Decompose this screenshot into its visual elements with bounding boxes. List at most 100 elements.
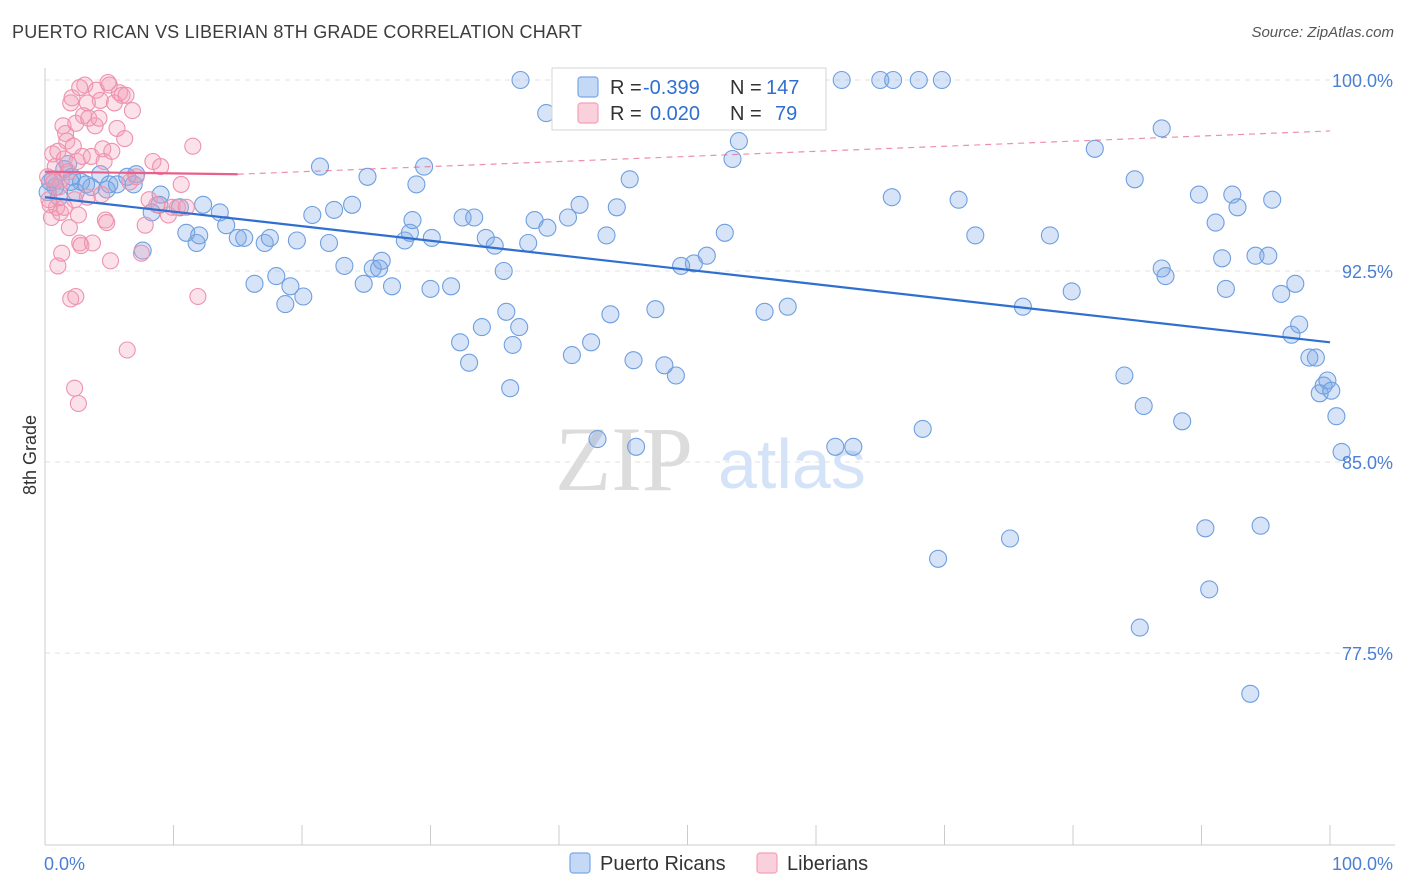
- point-puerto-ricans-109: [1272, 284, 1291, 303]
- point-liberians-70: [66, 379, 84, 397]
- point-liberians-47: [113, 86, 131, 104]
- point-puerto-ricans-60: [570, 195, 589, 214]
- point-puerto-ricans-117: [1318, 371, 1337, 390]
- point-liberians-35: [91, 91, 109, 109]
- point-puerto-ricans-79: [913, 419, 932, 438]
- point-puerto-ricans-34: [343, 195, 362, 214]
- y-tick-labels: 100.0% 92.5% 85.0% 77.5%: [1332, 71, 1393, 664]
- point-liberians-34: [90, 109, 108, 127]
- point-puerto-ricans-148: [382, 277, 402, 296]
- legend-n-value-2: 79: [775, 103, 797, 125]
- point-liberians-78: [71, 79, 89, 97]
- legend-r-label-1: R =: [610, 77, 642, 99]
- point-puerto-ricans-155: [672, 256, 691, 275]
- point-puerto-ricans-78: [882, 188, 901, 207]
- legend-swatch-puerto-ricans: [577, 76, 599, 98]
- point-puerto-ricans-154: [627, 437, 646, 456]
- bottom-swatch-liberians: [756, 852, 778, 874]
- legend-r-value-2: 0.020: [650, 103, 700, 125]
- series-puerto-ricans: [38, 70, 1351, 703]
- y-tick-label-1: 92.5%: [1342, 262, 1393, 282]
- source-label: Source: ZipAtlas.com: [1251, 24, 1394, 41]
- point-puerto-ricans-75: [778, 297, 797, 316]
- legend-r-value-1: -0.399: [643, 77, 700, 99]
- point-puerto-ricans-98: [1200, 580, 1219, 599]
- point-puerto-ricans-26: [281, 277, 300, 296]
- point-puerto-ricans-76: [826, 437, 845, 456]
- x-tick-label-1: 100.0%: [1332, 854, 1393, 874]
- point-puerto-ricans-95: [1173, 412, 1192, 431]
- series-legend: Puerto Ricans Liberians: [569, 852, 868, 875]
- point-puerto-ricans-127: [932, 70, 951, 90]
- point-puerto-ricans-21: [228, 228, 247, 247]
- series-liberians: [39, 73, 207, 413]
- point-puerto-ricans-133: [832, 70, 851, 90]
- x-tick-labels: 0.0% 100.0%: [44, 854, 1393, 874]
- point-liberians-25: [73, 147, 91, 165]
- point-puerto-ricans-114: [1306, 348, 1325, 367]
- point-puerto-ricans-111: [1286, 274, 1305, 293]
- point-liberians-72: [45, 173, 63, 191]
- point-liberians-2: [42, 208, 60, 227]
- point-puerto-ricans-107: [1259, 246, 1278, 265]
- point-puerto-ricans-89: [1125, 170, 1144, 189]
- point-liberians-15: [60, 219, 78, 237]
- trend-lines: [44, 130, 1331, 344]
- point-liberians-51: [123, 102, 141, 120]
- point-puerto-ricans-106: [1251, 516, 1270, 535]
- point-puerto-ricans-58: [538, 218, 557, 237]
- point-puerto-ricans-92: [1152, 119, 1171, 138]
- legend-n-value-1: 147: [766, 77, 799, 99]
- point-puerto-ricans-151: [501, 379, 520, 398]
- point-puerto-ricans-91: [1134, 396, 1153, 416]
- point-liberians-11: [55, 150, 73, 168]
- legend-n-label-1: N =: [730, 77, 762, 99]
- trend-extension-liberians: [237, 130, 1331, 175]
- legend-r-label-2: R =: [610, 103, 642, 125]
- point-puerto-ricans-96: [1189, 185, 1208, 204]
- y-tick-label-3: 77.5%: [1342, 644, 1393, 664]
- point-liberians-53: [132, 244, 150, 262]
- point-puerto-ricans-125: [871, 70, 890, 90]
- point-puerto-ricans-144: [190, 226, 209, 245]
- point-puerto-ricans-143: [151, 185, 170, 204]
- point-puerto-ricans-145: [260, 228, 279, 247]
- point-puerto-ricans-118: [1322, 381, 1341, 400]
- chart-title: PUERTO RICAN VS LIBERIAN 8TH GRADE CORRE…: [12, 22, 583, 42]
- point-liberians-49: [118, 341, 136, 359]
- point-puerto-ricans-100: [1213, 249, 1232, 268]
- point-liberians-36: [92, 186, 111, 204]
- point-puerto-ricans-103: [1228, 198, 1247, 217]
- x-tick-label-0: 0.0%: [44, 854, 85, 874]
- bottom-legend-puerto-ricans: Puerto Ricans: [600, 853, 726, 875]
- point-puerto-ricans-25: [267, 267, 286, 286]
- point-puerto-ricans-28: [276, 295, 295, 314]
- trend-line-liberians: [44, 170, 238, 176]
- point-puerto-ricans-71: [697, 246, 716, 265]
- point-puerto-ricans-80: [929, 549, 948, 568]
- point-puerto-ricans-112: [1290, 315, 1309, 334]
- watermark-zip: ZIP: [555, 408, 693, 510]
- point-puerto-ricans-150: [472, 318, 491, 337]
- point-puerto-ricans-101: [1216, 279, 1235, 298]
- point-puerto-ricans-90: [1130, 618, 1149, 637]
- point-puerto-ricans-108: [1263, 190, 1282, 209]
- grid-lines: [45, 79, 1395, 654]
- point-puerto-ricans-54: [503, 335, 522, 354]
- point-liberians-65: [189, 287, 207, 306]
- point-puerto-ricans-65: [601, 305, 620, 324]
- point-liberians-75: [78, 94, 96, 112]
- point-puerto-ricans-99: [1206, 213, 1225, 232]
- y-axis-label: 8th Grade: [20, 415, 40, 495]
- point-puerto-ricans-88: [1115, 366, 1134, 385]
- point-puerto-ricans-152: [562, 346, 581, 365]
- point-puerto-ricans-30: [303, 205, 322, 225]
- point-puerto-ricans-149: [421, 279, 440, 298]
- point-liberians-48: [116, 130, 134, 148]
- point-puerto-ricans-27: [294, 287, 313, 306]
- point-puerto-ricans-29: [287, 231, 306, 250]
- point-liberians-52: [127, 168, 145, 186]
- point-liberians-63: [177, 198, 195, 216]
- stats-legend: R = -0.399 N = 147 R = 0.020 N = 79: [551, 67, 827, 131]
- point-puerto-ricans-120: [1332, 442, 1351, 461]
